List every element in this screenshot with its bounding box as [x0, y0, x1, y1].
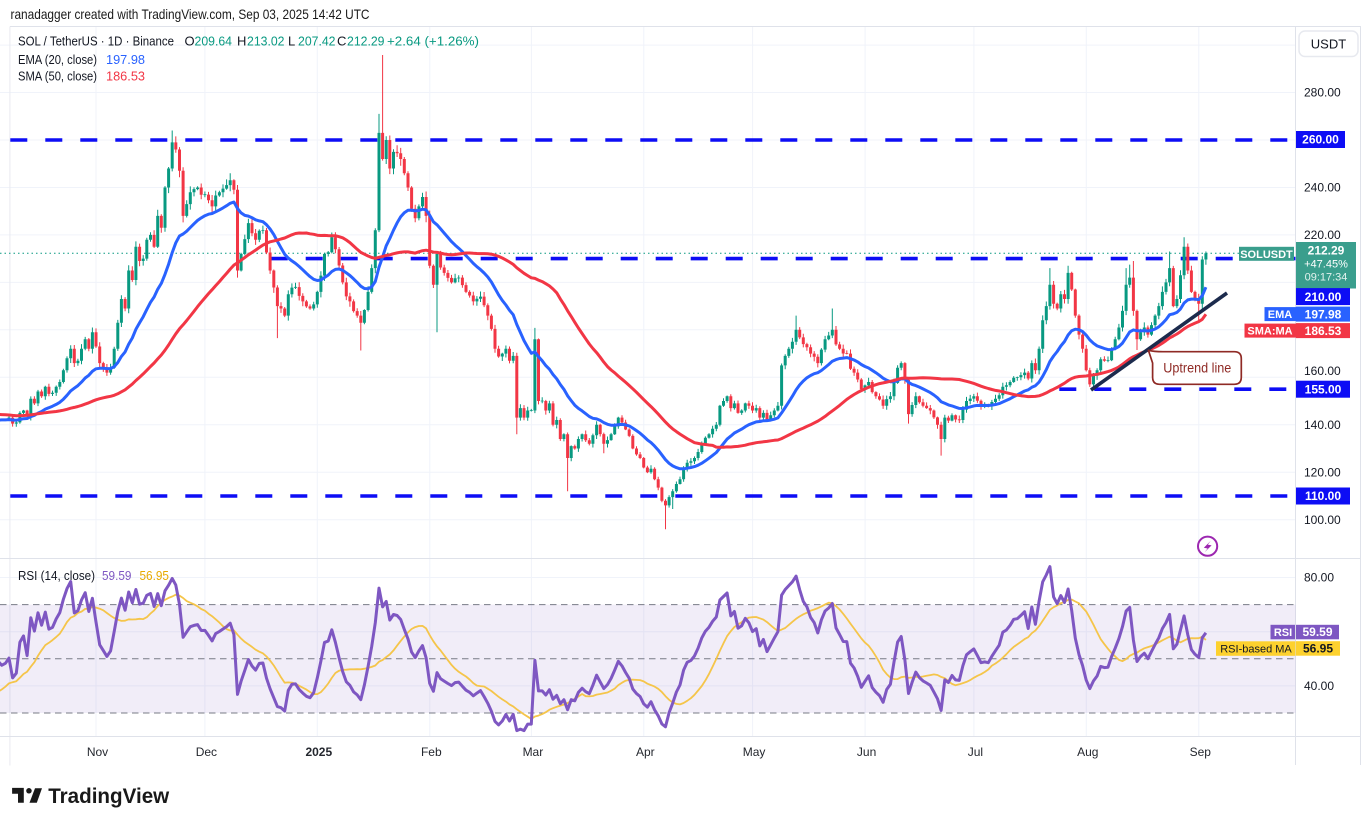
svg-text:186.53: 186.53 [1305, 324, 1342, 338]
svg-text:May: May [743, 745, 766, 759]
svg-text:100.00: 100.00 [1304, 513, 1341, 527]
svg-text:USDT: USDT [1311, 37, 1346, 52]
svg-text:80.00: 80.00 [1304, 571, 1334, 585]
svg-text:EMA: EMA [1268, 309, 1293, 321]
svg-text:197.98: 197.98 [1305, 307, 1342, 321]
svg-text:Mar: Mar [523, 745, 544, 759]
svg-text:56.95: 56.95 [140, 568, 170, 583]
svg-text:120.00: 120.00 [1304, 465, 1341, 479]
svg-text:140.00: 140.00 [1304, 418, 1341, 432]
svg-text:SMA (50, close): SMA (50, close) [18, 69, 97, 84]
svg-text:EMA (20, close): EMA (20, close) [18, 52, 97, 67]
svg-text:Jun: Jun [857, 745, 876, 759]
svg-text:280.00: 280.00 [1304, 86, 1341, 100]
svg-text:213.02: 213.02 [247, 34, 285, 49]
svg-text:2025: 2025 [305, 745, 332, 759]
svg-text:Dec: Dec [196, 745, 217, 759]
svg-text:C: C [337, 34, 346, 49]
svg-text:59.59: 59.59 [102, 568, 132, 583]
svg-text:197.98: 197.98 [106, 52, 145, 67]
svg-text:155.00: 155.00 [1305, 382, 1342, 396]
svg-text:207.42: 207.42 [298, 34, 336, 49]
svg-text:09:17:34: 09:17:34 [1305, 272, 1348, 284]
svg-text:186.53: 186.53 [106, 69, 145, 84]
svg-text:SMA:MA: SMA:MA [1247, 326, 1292, 338]
svg-text:160.00: 160.00 [1304, 364, 1341, 378]
svg-text:220.00: 220.00 [1304, 228, 1341, 242]
svg-text:212.29: 212.29 [347, 34, 385, 49]
svg-text:RSI: RSI [1274, 627, 1292, 639]
svg-text:Aug: Aug [1077, 745, 1098, 759]
svg-text:H: H [237, 34, 246, 49]
svg-text:SOLUSDT: SOLUSDT [1240, 249, 1293, 261]
svg-text:ranadagger created with Tradin: ranadagger created with TradingView.com,… [11, 6, 370, 22]
svg-text:Jul: Jul [968, 745, 983, 759]
svg-text:210.00: 210.00 [1305, 290, 1342, 304]
svg-text:212.29: 212.29 [1308, 244, 1345, 258]
svg-text:59.59: 59.59 [1302, 625, 1332, 639]
svg-text:SOL / TetherUS · 1D · Binance: SOL / TetherUS · 1D · Binance [18, 34, 174, 49]
svg-text:+47.45%: +47.45% [1304, 259, 1348, 271]
svg-text:240.00: 240.00 [1304, 181, 1341, 195]
svg-text:Feb: Feb [421, 745, 442, 759]
svg-text:RSI (14, close): RSI (14, close) [18, 568, 95, 583]
svg-text:Uptrend line: Uptrend line [1163, 360, 1231, 376]
svg-text:56.95: 56.95 [1303, 642, 1333, 656]
svg-text:Nov: Nov [87, 745, 108, 759]
svg-text:RSI-based MA: RSI-based MA [1220, 644, 1292, 656]
svg-text:209.64: 209.64 [195, 34, 233, 49]
svg-text:TradingView: TradingView [48, 784, 169, 808]
svg-text:L: L [288, 34, 295, 49]
svg-text:40.00: 40.00 [1304, 679, 1334, 693]
svg-text:110.00: 110.00 [1305, 489, 1341, 503]
svg-text:Apr: Apr [636, 745, 655, 759]
svg-text:O: O [185, 34, 195, 49]
svg-text:Sep: Sep [1190, 745, 1212, 759]
svg-text:260.00: 260.00 [1302, 133, 1339, 147]
svg-text:+2.64 (+1.26%): +2.64 (+1.26%) [387, 34, 479, 49]
